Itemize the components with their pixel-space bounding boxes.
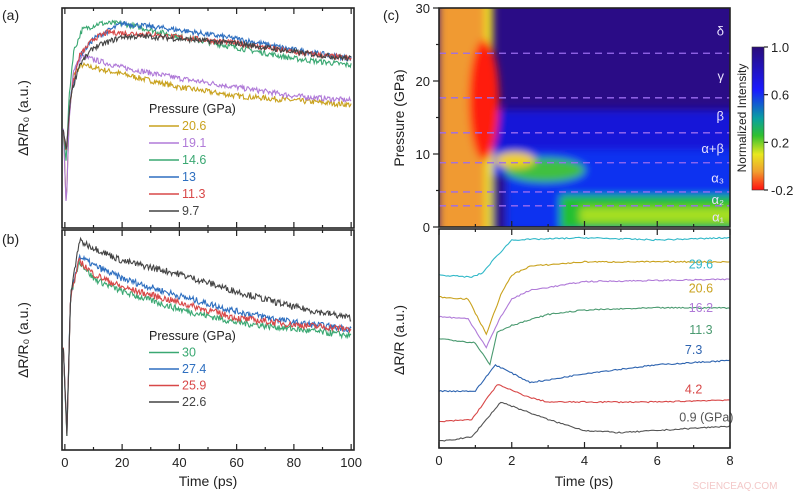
series-label: 16.2 [689, 301, 713, 315]
legend-entry: 9.7 [182, 204, 199, 218]
series-line-29.6 [438, 236, 731, 278]
legend-entry: 27.4 [182, 362, 206, 376]
phase-label: δ [717, 24, 724, 39]
panel-b-xlabel: Time (ps) [179, 473, 238, 489]
panel-label-b: (b) [2, 231, 19, 247]
legend-title: Pressure (GPa) [149, 102, 236, 116]
panel-b-ylabel: ΔR/R₀ (a.u.) [15, 302, 31, 378]
panel-c-ticks: 0 2 4 6 8 [435, 229, 734, 468]
x-tick-label: 100 [340, 455, 362, 470]
series-line-7.3 [438, 359, 731, 393]
colorbar-tick-label: -0.2 [771, 183, 793, 198]
series-label: 11.3 [689, 323, 712, 337]
series-label: 7.3 [685, 343, 702, 357]
series-label: 29.6 [689, 257, 713, 271]
panel-a-series [62, 19, 352, 202]
series-line-20.6 [438, 260, 731, 336]
panel-label-c: (c) [383, 7, 399, 23]
legend-entry: 22.6 [182, 395, 206, 409]
phase-label: α+β [701, 141, 724, 156]
x-tick-label: 40 [172, 455, 186, 470]
legend-entry: 30 [182, 346, 196, 360]
panel-b-plot: 0 20 40 60 80 100 ΔR/R₀ (a.u.) Pressure (GPa)… [15, 229, 362, 489]
legend-title: Pressure (GPa) [149, 329, 236, 343]
heatmap-y-ticks: 0 10 20 30 [416, 1, 695, 235]
series-line-25.9 [62, 257, 352, 434]
legend-entry: 19.1 [182, 136, 206, 150]
panel-a-ticks [64, 8, 352, 228]
phase-label: α₂ [711, 192, 724, 207]
x-tick-label: 60 [229, 455, 243, 470]
x-tick-label: 4 [581, 453, 588, 468]
colorbar-tick-label: 0.6 [771, 88, 789, 103]
y-tick-label: 20 [416, 74, 430, 89]
x-tick-label: 0 [435, 453, 442, 468]
x-tick-label: 8 [726, 453, 733, 468]
colorbar [751, 46, 765, 191]
colorbar-label: Normalized Intensity [735, 64, 749, 173]
x-tick-label: 80 [287, 455, 301, 470]
phase-labels: δ γ β α+β α₃ α₂ α₁ [701, 24, 724, 225]
panel-b-series [62, 236, 352, 437]
panel-c-xlabel: Time (ps) [555, 473, 614, 489]
phase-label: α₃ [711, 170, 724, 185]
panel-label-a: (a) [2, 7, 19, 23]
panel-c-heatmap: δ γ β α+β α₃ α₂ α₁ 0 10 20 30 Pressure (GPa) 1.0 0… [391, 1, 793, 235]
x-tick-label: 6 [654, 453, 661, 468]
phase-label: γ [718, 69, 725, 84]
series-line-9.7 [62, 32, 352, 150]
heatmap-ylabel: Pressure (GPa) [391, 69, 407, 166]
phase-boundary-lines [439, 52, 730, 207]
panel-b-legend: Pressure (GPa) 30 27.4 25.9 22.6 [149, 329, 236, 409]
legend-entry: 11.3 [182, 187, 205, 201]
x-tick-label: 2 [508, 453, 515, 468]
legend-entry: 20.6 [182, 119, 206, 133]
legend-entry: 25.9 [182, 379, 206, 393]
phase-label: α₁ [712, 209, 725, 224]
series-line-30 [62, 259, 352, 437]
panel-b-ticks: 0 20 40 60 80 100 [61, 230, 362, 470]
colorbar-ticks: 1.0 0.6 0.2 -0.2 [764, 40, 793, 198]
series-line-16.2 [438, 278, 731, 349]
y-tick-label: 30 [416, 1, 430, 16]
legend-entry: 13 [182, 170, 196, 184]
panel-c-series: 29.6 20.6 16.2 11.3 7.3 4.2 0.9 (GPa) [438, 236, 733, 442]
watermark: SCIENCEAQ.COM [692, 481, 777, 492]
panel-a-legend: Pressure (GPa) 20.6 19.1 14.6 13 11.3 9.7 [149, 102, 236, 218]
legend-entry: 14.6 [182, 153, 206, 167]
series-line-27.4 [62, 253, 352, 433]
series-line-4.2 [438, 384, 731, 423]
phase-label: β [717, 108, 724, 123]
series-line-13 [62, 20, 352, 148]
panel-a-ylabel: ΔR/R₀ (a.u.) [15, 80, 31, 156]
panel-c-ylabel: ΔR/R (a.u.) [391, 305, 407, 375]
colorbar-tick-label: 0.2 [771, 135, 789, 150]
series-line-0.9 [438, 401, 731, 442]
series-line-11.3 [438, 306, 731, 366]
panel-c-lower-plot: 29.6 20.6 16.2 11.3 7.3 4.2 0.9 (GPa) 0 2 4 6 8 ΔR… [391, 228, 734, 489]
x-tick-label: 20 [115, 455, 129, 470]
series-label: 0.9 (GPa) [679, 411, 733, 425]
x-tick-label: 0 [61, 455, 68, 470]
series-label: 20.6 [689, 282, 713, 296]
heatmap-field [439, 8, 730, 227]
series-line-22.6 [62, 236, 352, 437]
series-line-20.6 [62, 62, 352, 201]
series-line-19.1 [62, 53, 352, 202]
y-tick-label: 10 [416, 147, 430, 162]
colorbar-tick-label: 1.0 [771, 40, 789, 55]
series-label: 4.2 [685, 382, 702, 396]
y-tick-label: 0 [423, 220, 430, 235]
panel-a-plot: ΔR/R₀ (a.u.) Pressure (GPa) 20.6 19.1 14.6 1… [15, 7, 355, 229]
